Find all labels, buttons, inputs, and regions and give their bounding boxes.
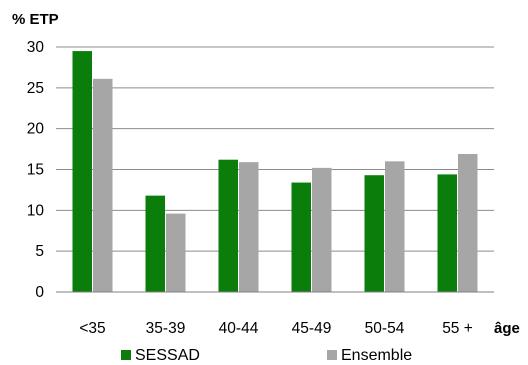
- y-tick-label: 0: [35, 284, 44, 301]
- bar-sessad-3: [291, 182, 311, 292]
- legend: SESSAD Ensemble: [121, 347, 412, 364]
- x-tick-label: 50-54: [365, 320, 405, 337]
- x-tick-label: 35-39: [146, 320, 186, 337]
- x-tick-label: 45-49: [292, 320, 332, 337]
- bar-ensemble-0: [93, 78, 113, 292]
- bar-ensemble-4: [385, 161, 405, 292]
- y-tick-label: 25: [27, 80, 44, 97]
- y-tick-label: 20: [27, 121, 45, 138]
- bar-ensemble-1: [166, 213, 186, 292]
- bar-sessad-5: [437, 174, 457, 292]
- x-tick-label: 40-44: [219, 320, 259, 337]
- x-axis-label: âge: [494, 320, 520, 337]
- bar-sessad-2: [218, 159, 238, 292]
- x-tick-label: <35: [79, 320, 105, 337]
- bar-sessad-4: [364, 175, 384, 292]
- y-tick-label: 30: [27, 39, 45, 56]
- legend-label-sessad: SESSAD: [135, 347, 200, 364]
- y-tick-label: 10: [27, 202, 45, 219]
- bar-sessad-0: [72, 51, 92, 293]
- bar-sessad-1: [145, 195, 165, 292]
- legend-swatch-ensemble: [327, 350, 337, 360]
- bar-ensemble-5: [458, 153, 478, 292]
- bar-ensemble-3: [312, 167, 332, 292]
- x-tick-labels: <35 35-39 40-44 45-49 50-54 55 +: [79, 320, 472, 337]
- bars: [72, 51, 478, 293]
- legend-label-ensemble: Ensemble: [341, 347, 412, 364]
- bar-ensemble-2: [239, 162, 259, 292]
- x-tick-label: 55 +: [442, 320, 473, 337]
- gridlines: [56, 46, 494, 252]
- legend-swatch-sessad: [121, 350, 131, 360]
- y-tick-labels: 0 5 10 15 20 25 30: [27, 39, 45, 301]
- y-tick-label: 15: [27, 162, 44, 179]
- y-tick-label: 5: [35, 243, 44, 260]
- y-axis-label: % ETP: [12, 11, 59, 28]
